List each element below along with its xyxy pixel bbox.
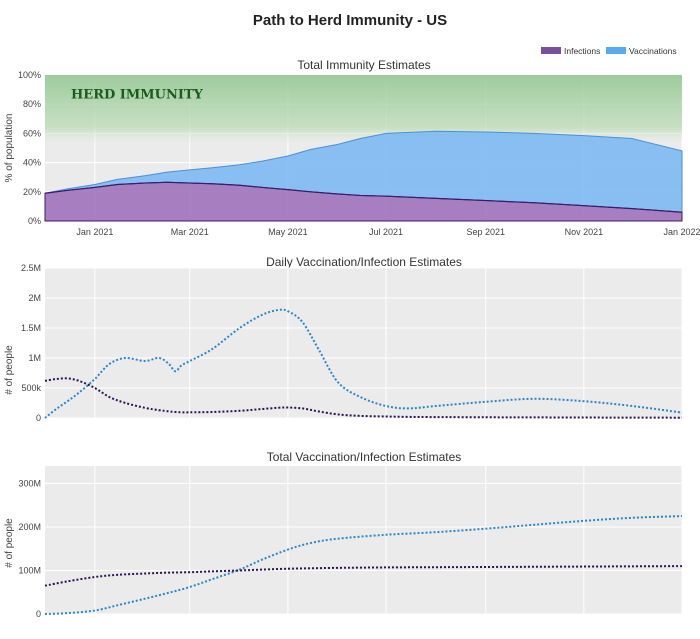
x-tick-label: Mar 2021 [171, 227, 209, 237]
panel2-title: Daily Vaccination/Infection Estimates [266, 255, 462, 269]
infections-line [44, 377, 683, 419]
y-tick-label: 300M [18, 478, 41, 488]
herd-immunity-band [45, 75, 682, 146]
y-tick-label: 2M [28, 293, 41, 303]
legend[interactable]: Infections Vaccinations [541, 46, 677, 56]
legend-label-vaccinations: Vaccinations [629, 46, 677, 56]
x-tick-label: Nov 2021 [565, 227, 604, 237]
panel2-ylabel: # of people [4, 345, 15, 395]
plot-area [45, 466, 682, 614]
vaccinations-line [44, 515, 683, 615]
herd-immunity-label: HERD IMMUNITY [71, 87, 204, 102]
x-tick-label: Jul 2021 [369, 227, 403, 237]
y-tick-label: 1.5M [21, 323, 41, 333]
infections-line [44, 181, 683, 213]
legend-label-infections: Infections [564, 46, 600, 56]
y-tick-label: 1M [28, 353, 41, 363]
x-tick-label: Sep 2021 [466, 227, 505, 237]
y-tick-label: 20% [23, 187, 41, 197]
infections-line [44, 565, 683, 587]
y-tick-label: 0 [36, 413, 41, 423]
y-tick-label: 200M [18, 522, 41, 532]
legend-swatch-vaccinations [606, 47, 626, 54]
total-panel: 0 100M 200M 300M [18, 466, 683, 619]
y-tick-label: 500k [21, 383, 41, 393]
immunity-panel: 0% 20% 40% 60% 80% 100% Jan 2021 Mar 2021 May 20… [18, 70, 700, 237]
x-tick-label: Jan 2021 [76, 227, 113, 237]
y-tick-label: 100% [18, 70, 41, 80]
figure-title: Path to Herd Immunity - US [253, 12, 447, 29]
panel3-title: Total Vaccination/Infection Estimates [267, 450, 462, 464]
y-tick-label: 100M [18, 565, 41, 575]
panel1-ylabel: % of population [4, 114, 15, 183]
daily-panel: 0 500k 1M 1.5M 2M 2.5M [21, 263, 683, 423]
panel1-title: Total Immunity Estimates [297, 58, 430, 72]
y-tick-label: 0 [36, 609, 41, 619]
vaccinations-line [44, 308, 683, 419]
y-tick-label: 0% [28, 216, 41, 226]
y-tick-label: 2.5M [21, 263, 41, 273]
x-tick-label: May 2021 [268, 227, 308, 237]
panel3-ylabel: # of people [4, 518, 15, 568]
x-tick-label: Jan 2022 [663, 227, 700, 237]
legend-swatch-infections [541, 47, 561, 54]
y-tick-label: 80% [23, 99, 41, 109]
y-tick-label: 60% [23, 128, 41, 138]
plot-area [45, 268, 682, 418]
y-tick-label: 40% [23, 158, 41, 168]
